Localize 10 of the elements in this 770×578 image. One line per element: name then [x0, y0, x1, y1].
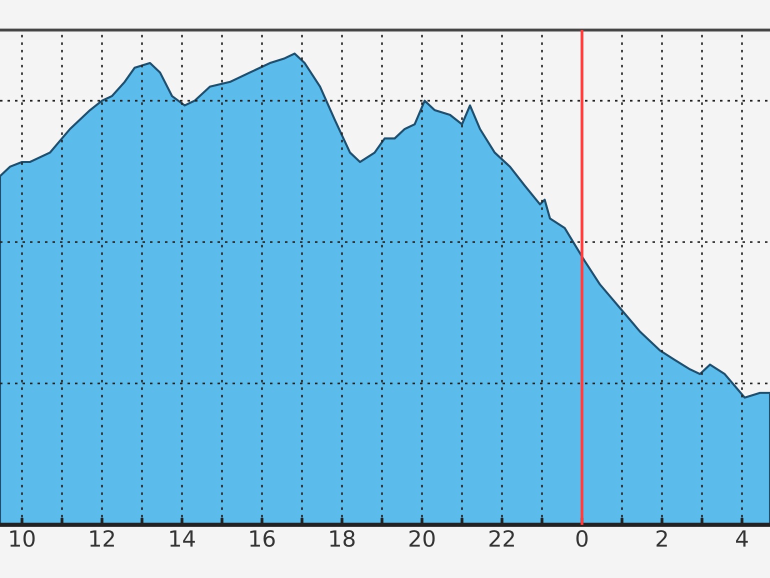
- x-tick-label: 18: [330, 530, 355, 547]
- x-tick-label: 4: [736, 530, 748, 547]
- x-tick-label: 22: [489, 530, 514, 547]
- x-tick-label: 0: [576, 530, 588, 547]
- x-tick-label: 2: [656, 530, 667, 547]
- x-tick-label: 14: [170, 530, 195, 547]
- x-tick-label: 12: [90, 530, 114, 547]
- x-tick-label: 20: [409, 530, 435, 547]
- x-tick-label: 16: [250, 530, 275, 547]
- x-tick-label: 10: [10, 530, 35, 547]
